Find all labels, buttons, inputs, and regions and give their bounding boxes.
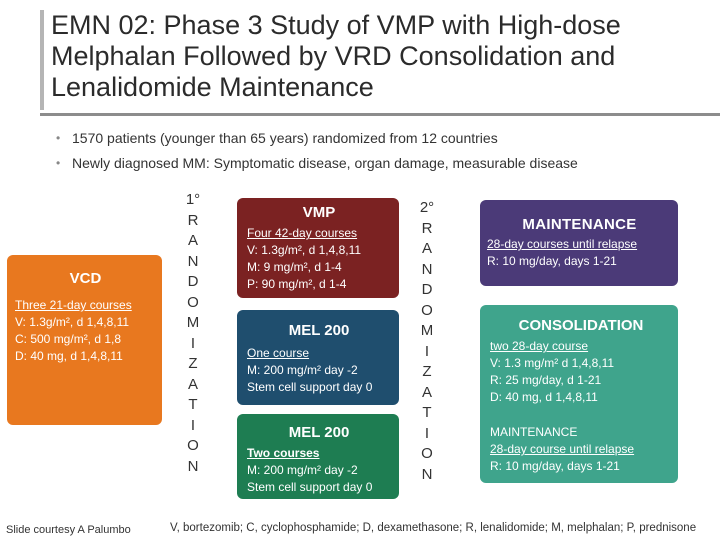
mel200-double-courses: Two courses: [247, 446, 320, 460]
bullet-item: Newly diagnosed MM: Symptomatic disease,…: [56, 151, 716, 176]
slide-title: EMN 02: Phase 3 Study of VMP with High-d…: [51, 10, 621, 102]
consolidation-dose-d: D: 40 mg, d 1,4,8,11: [490, 390, 598, 404]
rand2-char: Z: [422, 363, 432, 380]
vmp-courses: Four 42-day courses: [247, 226, 358, 240]
rand2-char: O: [421, 445, 433, 462]
mel200-single-box: MEL 200 One course M: 200 mg/m² day -2 S…: [237, 310, 399, 405]
consolidation-courses: two 28-day course: [490, 339, 589, 353]
mel200-single-heading: MEL 200: [288, 322, 350, 339]
rand2-char: I: [424, 342, 430, 360]
second-randomization-label: 2° R A N D O M I Z A T I O N: [415, 198, 439, 485]
abbreviations-footnote: V, bortezomib; C, cyclophosphamide; D, d…: [170, 522, 697, 534]
rand2-char: T: [422, 404, 432, 421]
rand2-char: R: [421, 219, 433, 237]
vmp-dose-p: P: 90 mg/m², d 1-4: [247, 277, 347, 291]
rand1-char: Z: [188, 355, 198, 372]
vcd-dose-v: V: 1.3g/m², d 1,4,8,11: [15, 315, 130, 329]
maintenance-dose: R: 10 mg/day, days 1-21: [487, 254, 617, 268]
bullet-item: 1570 patients (younger than 65 years) ra…: [56, 126, 716, 151]
rand2-char: A: [421, 240, 432, 257]
bullet-list: 1570 patients (younger than 65 years) ra…: [56, 126, 716, 176]
rand1-char: N: [187, 457, 199, 475]
rand1-char: T: [188, 396, 198, 413]
rand2-char: D: [421, 281, 433, 298]
rand1-char: A: [187, 375, 198, 393]
vmp-box: VMP Four 42-day courses V: 1.3g/m², d 1,…: [237, 198, 399, 298]
maintenance-box: MAINTENANCE 28-day courses until relapse…: [480, 200, 678, 286]
rand1-char: O: [187, 437, 199, 454]
mel200-double-heading: MEL 200: [288, 424, 350, 441]
rand1-char: I: [190, 334, 196, 352]
rand2-char: A: [421, 383, 432, 401]
vcd-courses: Three 21-day courses: [15, 298, 132, 312]
consolidation-dose-r: R: 25 mg/day, d 1-21: [490, 373, 602, 387]
vcd-dose-d: D: 40 mg, d 1,4,8,11: [15, 349, 123, 363]
rand1-char: M: [186, 314, 200, 331]
consolidation-maintenance-heading: MAINTENANCE: [490, 425, 578, 439]
maintenance-heading: MAINTENANCE: [522, 216, 637, 233]
rand2-char: N: [421, 465, 433, 483]
rand1-char: 1°: [185, 191, 201, 208]
vmp-dose-v: V: 1.3g/m², d 1,4,8,11: [247, 243, 362, 257]
vcd-heading: VCD: [69, 270, 102, 287]
mel200-double-support: Stem cell support day 0: [247, 480, 373, 494]
rand1-char: D: [187, 273, 199, 290]
consolidation-box: CONSOLIDATION two 28-day course V: 1.3 m…: [480, 305, 678, 483]
maintenance-courses: 28-day courses until relapse: [487, 237, 638, 251]
mel200-single-support: Stem cell support day 0: [247, 380, 373, 394]
rand1-char: R: [187, 211, 199, 229]
title-divider: [40, 113, 720, 116]
mel200-double-box: MEL 200 Two courses M: 200 mg/m² day -2 …: [237, 414, 399, 499]
vcd-dose-c: C: 500 mg/m², d 1,8: [15, 332, 122, 346]
rand1-char: A: [187, 232, 198, 249]
vmp-dose-m: M: 9 mg/m², d 1-4: [247, 260, 342, 274]
consolidation-heading: CONSOLIDATION: [518, 317, 644, 334]
first-randomization-label: 1° R A N D O M I Z A T I O N: [181, 190, 205, 477]
rand2-char: M: [420, 322, 434, 339]
mel200-single-courses: One course: [247, 346, 310, 360]
slide-credit: Slide courtesy A Palumbo: [6, 524, 131, 536]
vmp-heading: VMP: [302, 204, 336, 221]
rand1-char: N: [187, 252, 199, 270]
consolidation-maintenance-courses: 28-day course until relapse: [490, 442, 635, 456]
rand2-char: N: [421, 260, 433, 278]
rand2-char: 2°: [419, 199, 435, 216]
consolidation-maintenance-dose: R: 10 mg/day, days 1-21: [490, 459, 620, 473]
vcd-box: VCD Three 21-day courses V: 1.3g/m², d 1…: [7, 255, 162, 425]
rand2-char: O: [421, 301, 433, 319]
title-accent-bar: [40, 10, 44, 110]
mel200-single-dose: M: 200 mg/m² day -2: [247, 363, 358, 377]
rand1-char: O: [187, 293, 199, 311]
rand1-char: I: [190, 416, 196, 434]
rand2-char: I: [424, 424, 430, 442]
consolidation-dose-v: V: 1.3 mg/m² d 1,4,8,11: [490, 356, 615, 370]
mel200-double-dose: M: 200 mg/m² day -2: [247, 463, 358, 477]
